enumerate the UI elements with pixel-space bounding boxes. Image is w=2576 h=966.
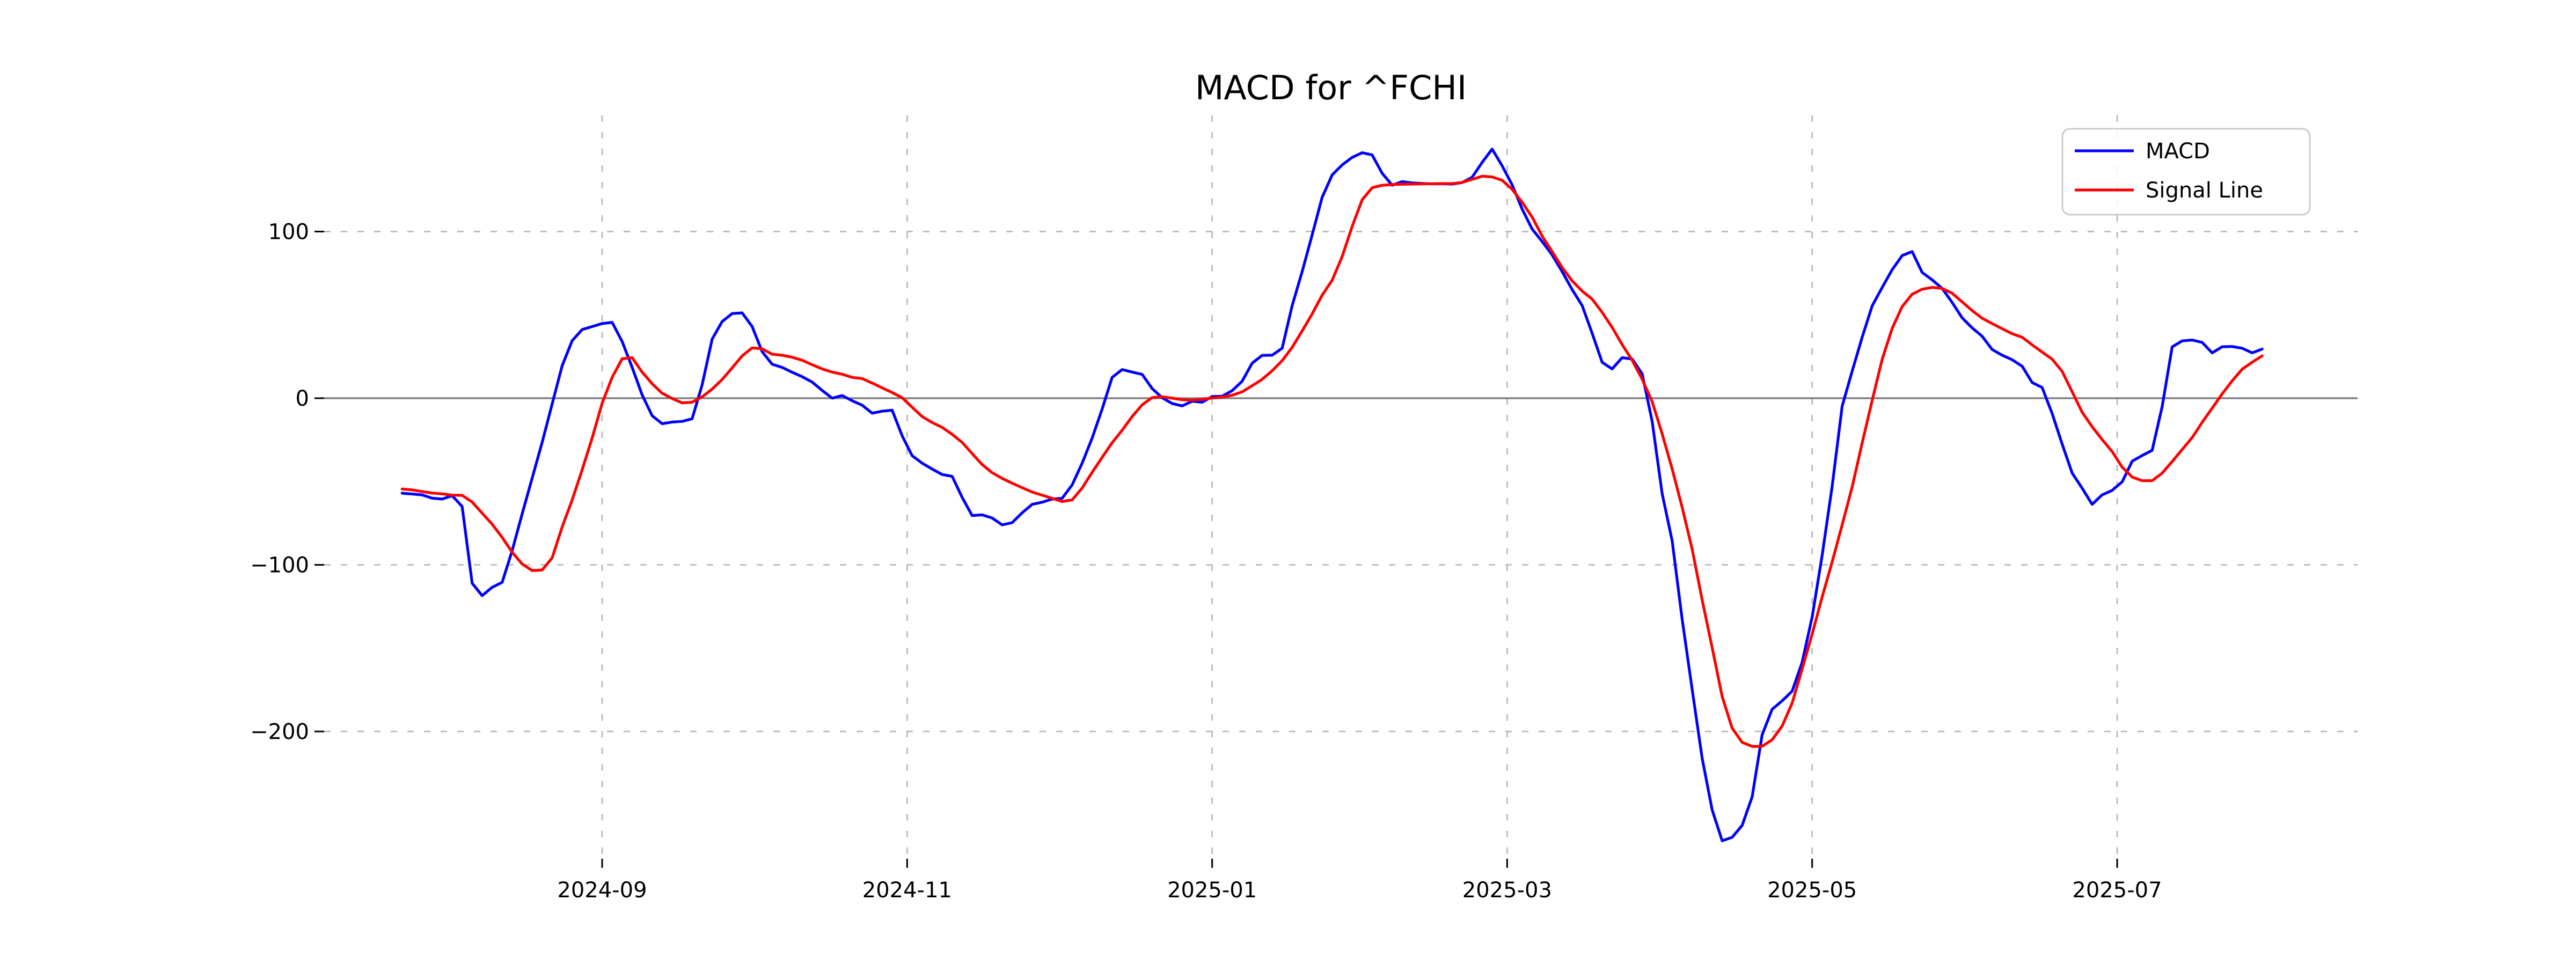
x-axis-tick-label: 2025-03 — [1462, 878, 1552, 903]
y-axis-tick-label: −200 — [250, 720, 309, 744]
macd-line — [400, 148, 2264, 843]
x-axis-tick-label: 2025-07 — [2072, 878, 2162, 903]
x-axis-tick-label: 2024-09 — [557, 878, 647, 903]
grid-layer — [324, 115, 2358, 859]
legend-macd-label: MACD — [2146, 139, 2210, 164]
y-axis-tick-label: 0 — [296, 386, 309, 411]
signal-line — [400, 174, 2264, 748]
x-axis-tick-label: 2025-05 — [1767, 878, 1857, 903]
axis-layer: 2024-09 2024-11 2025-01 2025-03 2025-05 2025-… — [250, 220, 2162, 903]
y-axis-tick-label: 100 — [268, 220, 309, 245]
legend-signal-label: Signal Line — [2146, 178, 2263, 203]
y-axis-tick-label: −100 — [250, 553, 309, 578]
x-axis-tick-label: 2025-01 — [1167, 878, 1257, 903]
series-layer — [400, 148, 2264, 843]
x-axis-tick-label: 2024-11 — [862, 878, 952, 903]
chart-title: MACD for ^FCHI — [1195, 68, 1467, 107]
legend: MACD Signal Line — [2061, 128, 2311, 216]
